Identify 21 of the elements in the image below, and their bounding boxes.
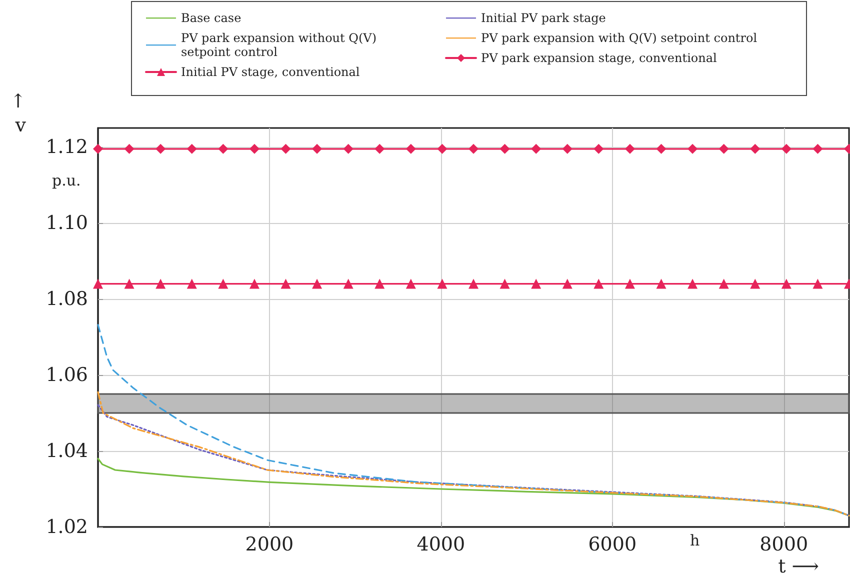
legend-label: PV park expansion stage, conventional [481,51,718,65]
y-tick-label: 1.10 [46,212,88,234]
legend-label: Initial PV park stage [481,11,606,25]
legend-label: PV park expansion with Q(V) setpoint control [481,31,758,45]
legend-label: Base case [181,11,242,25]
y-tick-label: 1.02 [46,516,88,538]
y-axis-title: ↑ v [10,90,26,137]
x-axis-title: t ⟶ [778,556,819,578]
x-tick-label: 4000 [416,534,466,556]
line-series [97,324,850,516]
x-tick-label: 6000 [588,534,637,556]
x-tick-label: 8000 [760,534,808,556]
y-tick-label: 1.12 [46,136,88,158]
y-tick-label: 1.04 [46,440,88,462]
legend-label: PV park expansion without Q(V) setpoint control [181,31,380,59]
legend-label: Initial PV stage, conventional [181,65,360,79]
x-tick-label: 2000 [245,534,294,556]
text: p.u. [52,172,81,190]
y-tick-label: 1.06 [46,364,88,386]
y-tick-label: 1.08 [46,288,88,310]
text: h [690,532,700,550]
